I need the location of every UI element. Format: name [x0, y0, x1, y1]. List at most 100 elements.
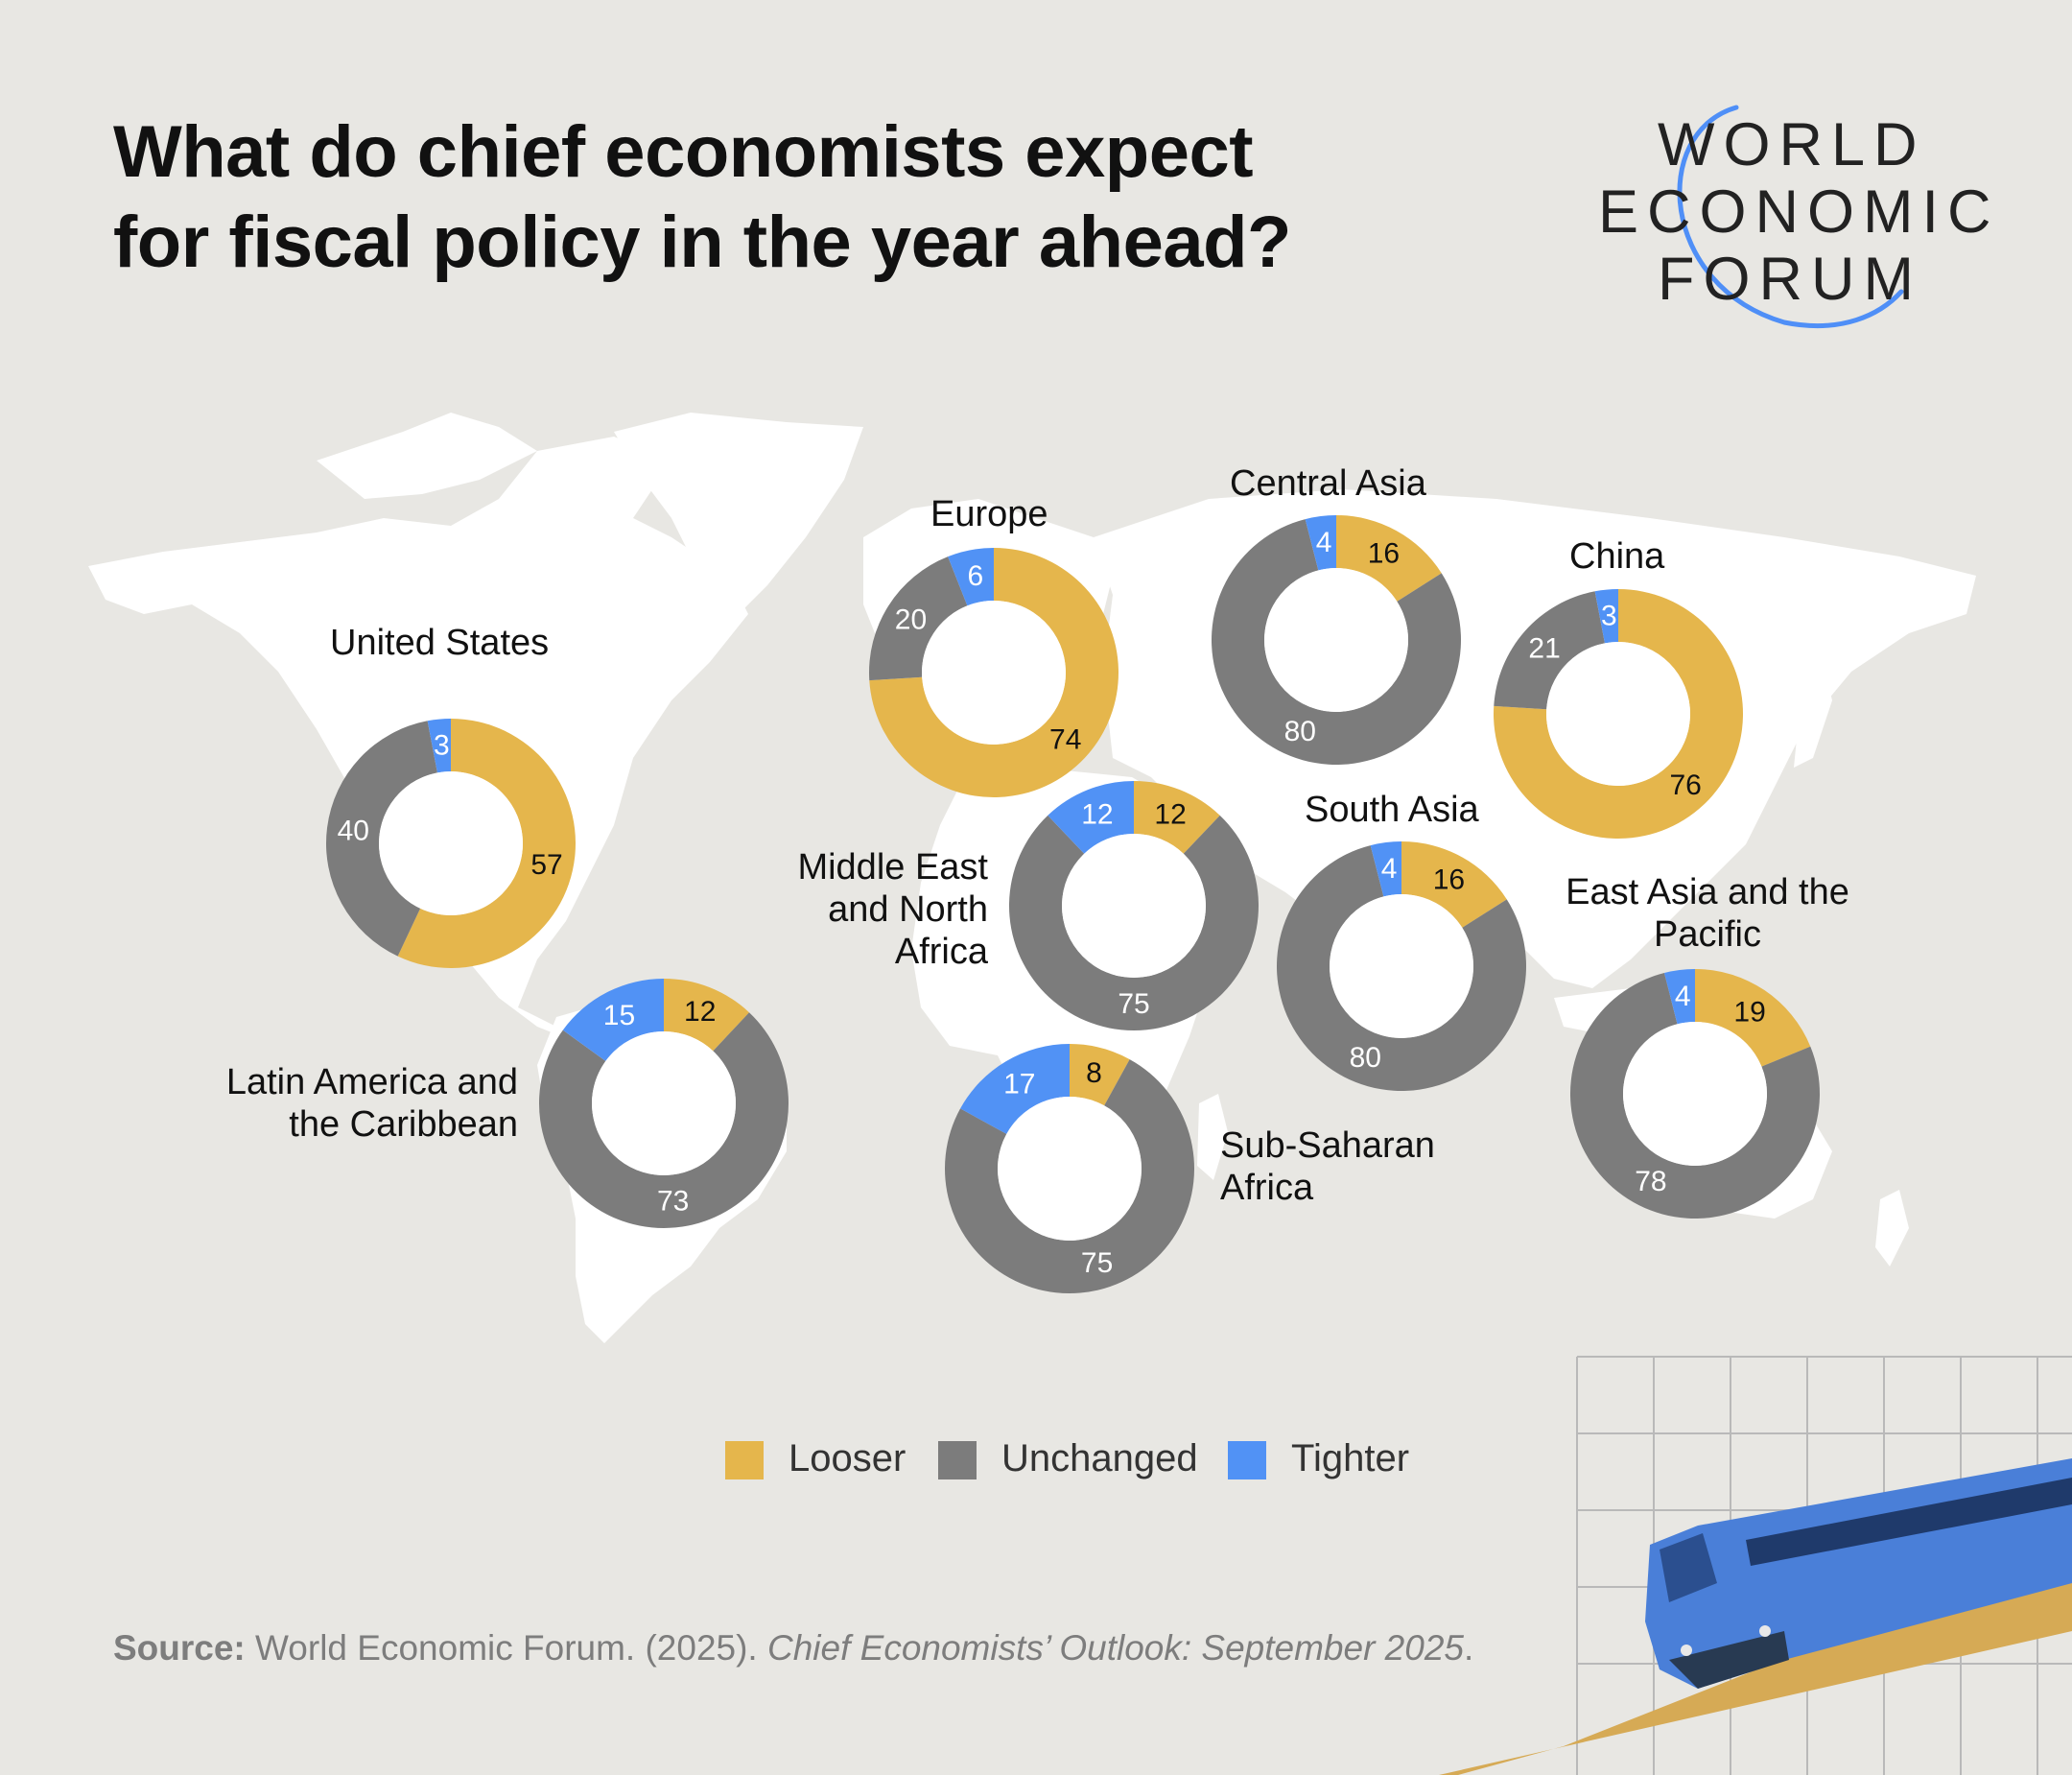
donut-segment-china-looser: [1493, 589, 1743, 839]
donut-segment-central-asia-looser: [1336, 515, 1442, 602]
donut-label-south-asia-looser: 16: [1433, 864, 1465, 896]
donut-label-united-states-looser: 57: [530, 849, 562, 881]
donut-label-east-asia-pacific-looser: 19: [1733, 996, 1765, 1028]
logo-arc-icon: [1677, 105, 1904, 328]
region-label-europe: Europe: [930, 494, 1048, 534]
continent-madagascar: [1197, 1094, 1228, 1180]
donut-label-mena-looser: 12: [1154, 798, 1186, 830]
wef-logo: WORLD ECONOMIC FORUM: [1592, 104, 1991, 334]
donut-europe: 74 20 6: [869, 548, 1118, 797]
donut-label-central-asia-unchanged: 80: [1284, 716, 1316, 747]
donut-segment-mena-unchanged: [1009, 815, 1259, 1030]
region-label-sub-saharan-africa: Sub-Saharan Africa: [1220, 1125, 1435, 1208]
legend-swatch-tighter: [1228, 1441, 1266, 1479]
donut-south-asia: 16 80 4: [1277, 841, 1526, 1091]
donut-segment-south-asia-unchanged: [1277, 845, 1526, 1091]
donut-segment-china-tighter: [1594, 589, 1618, 644]
donut-china: 76 21 3: [1493, 589, 1743, 839]
donut-east-asia-pacific: 19 78 4: [1570, 969, 1820, 1219]
donut-segment-china-unchanged: [1494, 591, 1605, 710]
donut-segment-mena-tighter: [1048, 781, 1134, 854]
donut-label-sub-saharan-africa-unchanged: 75: [1081, 1247, 1113, 1279]
chart-title: What do chief economists expect for fisc…: [113, 107, 1456, 288]
donut-hole-mena: [1062, 834, 1206, 978]
donut-label-latin-america-tighter: 15: [603, 1000, 635, 1031]
donut-label-latin-america-unchanged: 73: [657, 1186, 689, 1218]
donut-hole-latin-america: [592, 1031, 736, 1175]
donut-segment-united-states-looser: [397, 719, 577, 968]
donut-hole-central-asia: [1264, 568, 1408, 712]
source-text: World Economic Forum. (2025).: [255, 1628, 758, 1668]
donut-segment-east-asia-pacific-looser: [1695, 969, 1811, 1067]
region-label-latin-america: Latin America and the Caribbean: [225, 1062, 518, 1145]
donut-label-china-tighter: 3: [1601, 600, 1617, 631]
donut-segment-central-asia-unchanged: [1212, 519, 1461, 765]
legend-swatch-looser: [725, 1441, 764, 1479]
region-label-united-states: United States: [330, 623, 550, 663]
donut-label-europe-looser: 74: [1049, 724, 1081, 756]
donut-latin-america: 12 73 15: [539, 979, 789, 1228]
donut-segment-east-asia-pacific-tighter: [1663, 969, 1695, 1025]
donut-segment-europe-unchanged: [869, 556, 968, 681]
donut-mena: 12 75 12: [1009, 781, 1259, 1030]
donut-label-latin-america-looser: 12: [684, 996, 716, 1028]
donut-segment-central-asia-tighter: [1305, 515, 1336, 571]
continent-greenland: [614, 413, 863, 624]
source-prefix: Source:: [113, 1628, 246, 1668]
donut-hole-united-states: [379, 771, 523, 915]
donut-label-europe-tighter: 6: [967, 560, 983, 592]
legend-label-looser: Looser: [789, 1437, 906, 1479]
donut-segment-mena-looser: [1134, 781, 1220, 854]
continent-japan: [1794, 662, 1832, 768]
donut-label-south-asia-tighter: 4: [1381, 853, 1398, 885]
donut-segment-latin-america-unchanged: [539, 1012, 789, 1228]
donut-hole-south-asia: [1330, 894, 1473, 1038]
donut-label-east-asia-pacific-unchanged: 78: [1635, 1166, 1666, 1197]
legend-label-unchanged: Unchanged: [1001, 1437, 1198, 1479]
donut-segment-sub-saharan-africa-unchanged: [945, 1059, 1194, 1293]
source-suffix: .: [1463, 1628, 1474, 1668]
legend-swatch-unchanged: [938, 1441, 977, 1479]
donut-segment-east-asia-pacific-unchanged: [1570, 973, 1820, 1219]
region-label-china: China: [1569, 536, 1665, 577]
donut-label-central-asia-looser: 16: [1368, 538, 1400, 570]
source-title: Chief Economists’ Outlook: September 202…: [766, 1628, 1464, 1668]
logo-word-world: WORLD: [1658, 111, 1926, 178]
donut-label-europe-unchanged: 20: [895, 604, 927, 636]
donut-hole-east-asia-pacific: [1623, 1022, 1767, 1166]
donut-hole-sub-saharan-africa: [998, 1097, 1142, 1241]
region-label-east-asia-pacific: East Asia and the Pacific: [1566, 872, 1849, 955]
donut-segment-united-states-tighter: [427, 719, 451, 773]
donut-charts: 57 40 3 12 73 15 74 20 6 12 75 12 8 75 17 16 80 4 16 80 4 76 2…: [326, 515, 1820, 1293]
donut-label-mena-unchanged: 75: [1118, 988, 1149, 1020]
region-label-south-asia: South Asia: [1305, 790, 1479, 830]
donut-segment-sub-saharan-africa-looser: [1070, 1044, 1130, 1106]
region-label-central-asia: Central Asia: [1230, 463, 1426, 504]
continent-new-zealand: [1875, 1190, 1909, 1266]
donut-label-united-states-tighter: 3: [434, 729, 450, 761]
donut-united-states: 57 40 3: [326, 719, 577, 968]
region-label-mena: Middle East and North Africa: [797, 847, 988, 972]
logo-word-forum: FORUM: [1658, 246, 1922, 313]
donut-segment-united-states-unchanged: [326, 721, 437, 957]
logo-word-economic: ECONOMIC: [1598, 178, 2000, 246]
donut-label-sub-saharan-africa-looser: 8: [1086, 1057, 1102, 1089]
donut-segment-south-asia-looser: [1401, 841, 1507, 928]
title-line-2: for fiscal policy in the year ahead?: [113, 201, 1291, 283]
legend-label-tighter: Tighter: [1291, 1437, 1410, 1479]
donut-hole-europe: [922, 601, 1066, 745]
donut-label-east-asia-pacific-tighter: 4: [1675, 981, 1691, 1012]
donut-label-mena-tighter: 12: [1081, 798, 1113, 830]
donut-segment-south-asia-tighter: [1370, 841, 1401, 897]
donut-label-china-unchanged: 21: [1528, 633, 1560, 665]
donut-segment-europe-tighter: [948, 548, 994, 606]
donut-central-asia: 16 80 4: [1212, 515, 1461, 765]
donut-sub-saharan-africa: 8 75 17: [945, 1044, 1194, 1293]
donut-segment-latin-america-looser: [664, 979, 749, 1052]
donut-label-central-asia-tighter: 4: [1316, 527, 1332, 558]
donut-label-sub-saharan-africa-tighter: 17: [1003, 1068, 1035, 1100]
track-strip: [1381, 1545, 2072, 1775]
donut-label-south-asia-unchanged: 80: [1350, 1042, 1381, 1074]
